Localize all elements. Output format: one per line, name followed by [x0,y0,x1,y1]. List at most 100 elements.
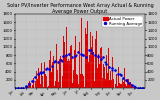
Bar [121,84,122,88]
Bar [30,83,31,88]
Bar [56,44,57,88]
Bar [113,79,114,88]
Bar [31,80,32,88]
Bar [42,76,43,88]
Bar [109,80,110,88]
Bar [92,36,93,88]
Bar [89,55,90,88]
Bar [72,63,73,88]
Bar [110,71,111,88]
Bar [57,58,58,88]
Bar [35,81,36,88]
Bar [86,34,87,88]
Bar [112,57,113,88]
Bar [101,47,102,88]
Point [97,56,99,58]
Bar [105,79,106,88]
Bar [125,84,126,88]
Bar [91,47,92,88]
Bar [99,64,100,88]
Bar [43,87,44,88]
Bar [108,74,109,88]
Bar [128,83,129,88]
Bar [26,87,27,88]
Bar [119,83,120,88]
Bar [123,82,124,88]
Bar [129,83,130,88]
Bar [62,76,63,88]
Point [119,74,121,75]
Bar [118,68,119,88]
Bar [124,68,125,88]
Bar [97,68,98,88]
Bar [120,84,121,88]
Bar [37,80,38,88]
Bar [67,61,68,88]
Bar [71,45,72,88]
Bar [50,51,51,88]
Bar [69,61,70,88]
Bar [96,31,97,88]
Bar [64,42,65,88]
Bar [68,59,69,88]
Bar [54,86,55,88]
Bar [130,82,131,88]
Point [75,55,78,56]
Bar [87,34,88,88]
Bar [81,18,82,88]
Bar [132,86,133,88]
Bar [98,54,99,88]
Bar [82,76,83,88]
Bar [94,81,95,88]
Point [39,71,41,73]
Bar [103,64,104,88]
Point [68,53,70,55]
Bar [133,87,134,88]
Point [53,61,56,63]
Bar [126,86,127,88]
Bar [47,87,48,88]
Bar [127,79,128,88]
Point [89,49,92,50]
Bar [32,80,33,88]
Bar [78,84,79,88]
Bar [33,78,34,88]
Point [31,80,34,82]
Point [140,87,143,89]
Bar [70,46,71,88]
Point [111,69,114,71]
Bar [49,60,50,88]
Bar [63,36,64,88]
Bar [115,84,116,88]
Bar [100,48,101,88]
Bar [117,86,118,88]
Point [133,86,135,87]
Point [82,55,85,56]
Bar [83,76,84,88]
Bar [66,28,67,88]
Point [46,67,49,69]
Bar [106,55,107,88]
Bar [52,62,53,88]
Bar [44,62,45,88]
Bar [73,70,74,88]
Bar [39,73,40,88]
Bar [58,82,59,88]
Bar [59,59,60,88]
Bar [122,79,123,88]
Bar [53,56,54,88]
Bar [60,56,61,88]
Bar [46,76,47,88]
Bar [77,27,78,88]
Bar [40,84,41,88]
Bar [85,28,86,88]
Bar [41,63,42,88]
Bar [38,68,39,88]
Bar [116,74,117,88]
Bar [104,67,105,88]
Bar [48,86,49,88]
Bar [79,42,80,88]
Bar [45,74,46,88]
Point [17,87,20,89]
Point [126,80,128,82]
